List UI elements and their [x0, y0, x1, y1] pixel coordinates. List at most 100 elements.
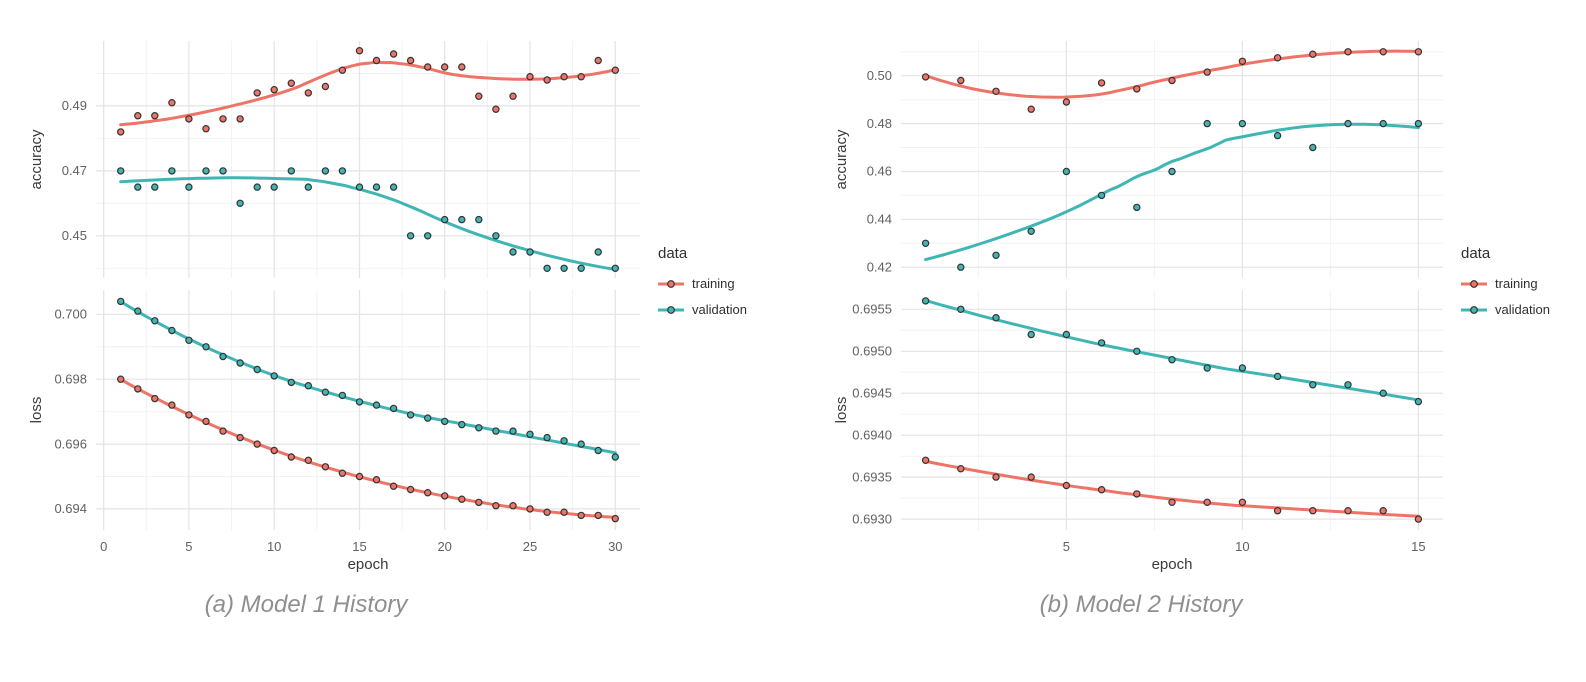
x-tick-label: 15: [352, 539, 366, 554]
data-point: [1379, 48, 1387, 56]
data-point: [304, 89, 312, 97]
data-point: [321, 82, 330, 91]
data-point: [594, 511, 602, 520]
y-tick-label: 0.45: [62, 228, 87, 243]
data-point: [185, 183, 193, 191]
data-point: [1344, 381, 1352, 389]
data-point: [509, 502, 517, 510]
x-tick-label: 10: [267, 539, 281, 554]
smooth-line-validation: [924, 122, 1420, 262]
points-validation: [116, 297, 620, 461]
points-training: [921, 456, 1423, 523]
data-point: [168, 326, 176, 335]
legend-key-point: [667, 280, 675, 288]
data-point: [134, 183, 142, 191]
data-point: [338, 469, 347, 477]
data-point: [202, 167, 210, 175]
data-point: [372, 401, 381, 409]
data-point: [441, 215, 449, 224]
points-training: [116, 47, 620, 136]
data-point: [236, 359, 244, 367]
y-tick-label: 0.49: [62, 98, 87, 113]
data-point: [543, 508, 551, 516]
data-point: [441, 492, 449, 500]
data-point: [1203, 498, 1211, 506]
y-axis-title-accuracy: accuracy: [28, 129, 45, 190]
y-axis-labels: 0.694 0.696 0.698 0.700: [54, 306, 87, 516]
data-point: [475, 424, 483, 432]
points-training: [116, 375, 620, 523]
data-point: [321, 388, 330, 396]
data-point: [594, 248, 602, 256]
data-point: [134, 307, 142, 315]
x-tick-label: 15: [1411, 539, 1425, 554]
data-point: [168, 167, 176, 175]
data-point: [560, 72, 568, 81]
data-point: [475, 92, 483, 100]
data-point: [611, 264, 620, 272]
x-tick-label: 20: [437, 539, 451, 554]
data-point: [509, 92, 517, 100]
data-point: [202, 124, 210, 133]
data-point: [458, 63, 466, 71]
data-point: [1238, 119, 1247, 128]
data-point: [1273, 507, 1282, 515]
data-point: [304, 382, 312, 390]
data-point: [441, 417, 449, 426]
y-tick-label: 0.46: [867, 164, 892, 179]
data-point: [1309, 50, 1317, 58]
data-point: [338, 167, 347, 175]
data-point: [116, 375, 125, 383]
panel-loss: 0.694 0.696 0.698 0.700 loss 0 5 10 15 20 25 30 epoc…: [28, 290, 640, 573]
data-point: [1168, 498, 1176, 506]
data-point: [424, 63, 432, 71]
data-point: [355, 47, 364, 55]
data-point: [1168, 76, 1176, 85]
data-point: [168, 401, 176, 409]
y-tick-label: 0.694: [54, 501, 87, 516]
data-point: [389, 183, 398, 191]
data-point: [134, 111, 142, 120]
data-point: [1097, 191, 1106, 200]
y-tick-label: 0.6940: [852, 427, 892, 442]
data-point: [321, 167, 330, 175]
data-point: [560, 508, 568, 516]
grid-major: [96, 290, 640, 530]
grid-major: [96, 41, 640, 278]
y-axis-labels: 0.42 0.44 0.46 0.48 0.50: [867, 68, 892, 275]
data-point: [1273, 131, 1282, 140]
data-point: [1379, 389, 1387, 397]
legend-item-training: training: [658, 276, 735, 291]
data-point: [577, 511, 585, 520]
data-point: [270, 183, 278, 191]
data-point: [1133, 490, 1141, 498]
data-point: [1133, 203, 1141, 212]
data-point: [1414, 515, 1423, 523]
data-point: [151, 111, 159, 120]
data-point: [509, 427, 517, 435]
data-point: [236, 199, 244, 207]
data-point: [151, 183, 159, 191]
y-tick-label: 0.6935: [852, 469, 892, 484]
data-point: [992, 251, 1000, 259]
panel-loss: 0.6930 0.6935 0.6940 0.6945 0.6950 0.6955 loss…: [833, 290, 1443, 573]
data-point: [543, 264, 551, 272]
data-point: [577, 440, 585, 448]
grid-minor: [96, 290, 640, 530]
data-point: [1379, 507, 1387, 515]
model2-caption: (b) Model 2 History: [1039, 591, 1243, 618]
data-point: [1344, 507, 1352, 515]
panel-accuracy: 0.42 0.44 0.46 0.48 0.50 accuracy: [833, 41, 1443, 278]
data-point: [185, 411, 193, 419]
y-tick-label: 0.42: [867, 259, 892, 274]
data-point: [611, 66, 620, 74]
data-point: [611, 514, 620, 523]
data-point: [458, 215, 466, 224]
smooth-line-validation: [119, 176, 617, 271]
data-point: [492, 232, 500, 240]
data-point: [185, 115, 193, 123]
points-validation: [116, 167, 620, 272]
y-axis-title-loss: loss: [833, 397, 850, 424]
model1-history-chart: 0.45 0.47 0.49 accuracy 0.694 0.696 0.698 0.700…: [28, 41, 747, 573]
data-point: [526, 505, 534, 513]
